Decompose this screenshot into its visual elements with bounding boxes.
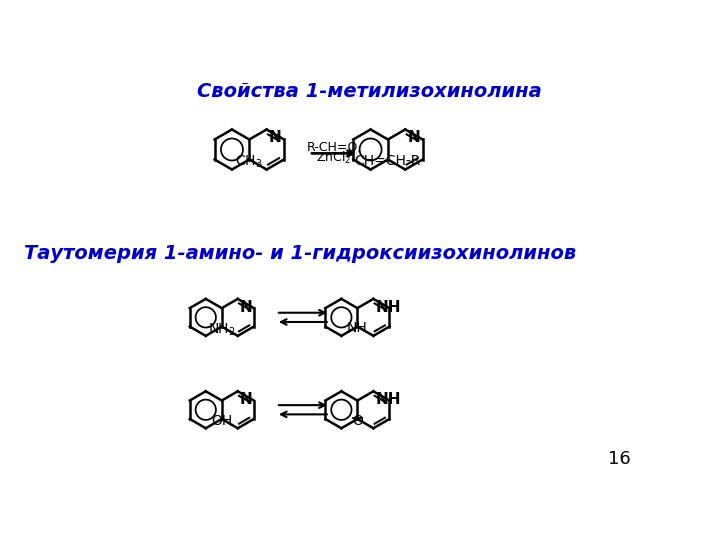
Text: NH: NH [347, 321, 368, 335]
Text: CH$_3$: CH$_3$ [235, 153, 263, 170]
Text: NH$_2$: NH$_2$ [208, 321, 235, 338]
Text: NH: NH [376, 392, 401, 407]
Text: 16: 16 [608, 449, 631, 468]
Text: N: N [408, 130, 420, 145]
Text: N: N [269, 130, 282, 145]
Text: Таутомерия 1-амино- и 1-гидроксиизохинолинов: Таутомерия 1-амино- и 1-гидроксиизохинол… [24, 244, 576, 263]
Text: ZnCl$_2$: ZnCl$_2$ [316, 150, 352, 166]
Text: CH=CH-R: CH=CH-R [355, 153, 421, 167]
Text: OH: OH [211, 414, 233, 428]
Text: N: N [240, 392, 253, 407]
Text: O: O [352, 414, 363, 428]
Text: NH: NH [376, 300, 401, 315]
Text: Свойства 1-метилизохинолина: Свойства 1-метилизохинолина [197, 82, 541, 101]
Text: R-CH=O,: R-CH=O, [306, 141, 361, 154]
Text: N: N [240, 300, 253, 315]
